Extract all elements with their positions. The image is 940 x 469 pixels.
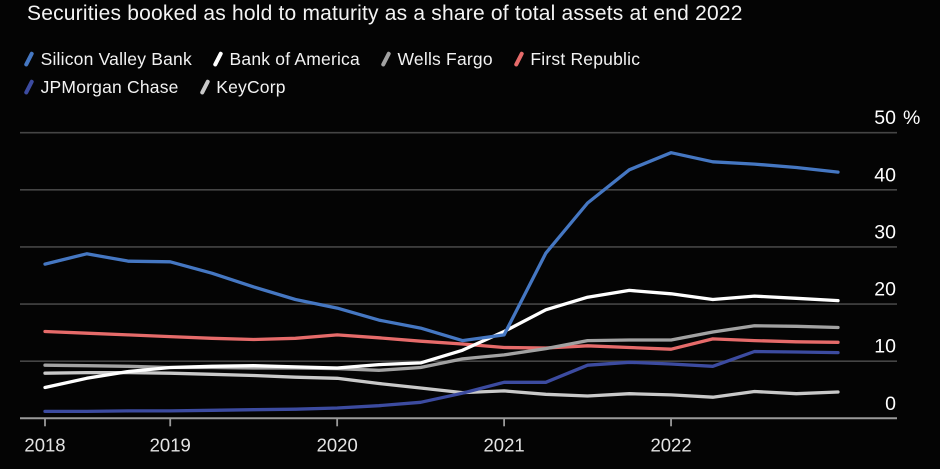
legend-item-wells-fargo: Wells Fargo xyxy=(380,48,493,70)
y-axis-label: 30 xyxy=(874,221,896,243)
x-axis-label: 2022 xyxy=(650,434,691,455)
x-axis-label: 2018 xyxy=(24,434,65,455)
series-line-bank-of-america xyxy=(43,288,840,390)
legend-item-first-republic: First Republic xyxy=(513,48,641,70)
legend: Silicon Valley Bank Bank of America Well… xyxy=(23,45,907,101)
legend-item-silicon-valley-bank: Silicon Valley Bank xyxy=(23,48,192,70)
x-axis-label: 2021 xyxy=(484,434,525,455)
series-line-first-republic xyxy=(43,329,840,351)
y-axis-label: 40 xyxy=(874,164,896,186)
legend-label: JPMorgan Chase xyxy=(40,76,179,97)
legend-label: KeyCorp xyxy=(216,76,286,97)
legend-label: Wells Fargo xyxy=(397,48,493,69)
y-axis-unit: % xyxy=(903,107,920,129)
y-axis-label: 20 xyxy=(874,279,896,301)
series-line-keycorp xyxy=(43,370,840,399)
legend-label: Silicon Valley Bank xyxy=(40,48,192,69)
x-axis-label: 2020 xyxy=(317,434,358,455)
legend-item-keycorp: KeyCorp xyxy=(199,76,286,98)
chart-title: Securities booked as hold to maturity as… xyxy=(27,2,743,25)
y-axis-label: 50 xyxy=(874,107,896,129)
series-line-jpmorgan-chase xyxy=(43,349,840,414)
series-line-silicon-valley-bank xyxy=(43,151,840,343)
y-axis-label: 10 xyxy=(874,336,896,358)
legend-row-1: Silicon Valley Bank Bank of America Well… xyxy=(23,45,907,73)
legend-item-jpmorgan-chase: JPMorgan Chase xyxy=(23,76,179,98)
x-axis-label: 2019 xyxy=(150,434,191,455)
legend-row-2: JPMorgan Chase KeyCorp xyxy=(23,73,907,101)
legend-label: First Republic xyxy=(530,48,641,69)
legend-label: Bank of America xyxy=(229,48,360,69)
y-axis-label: 0 xyxy=(885,393,896,415)
legend-item-bank-of-america: Bank of America xyxy=(212,48,360,70)
